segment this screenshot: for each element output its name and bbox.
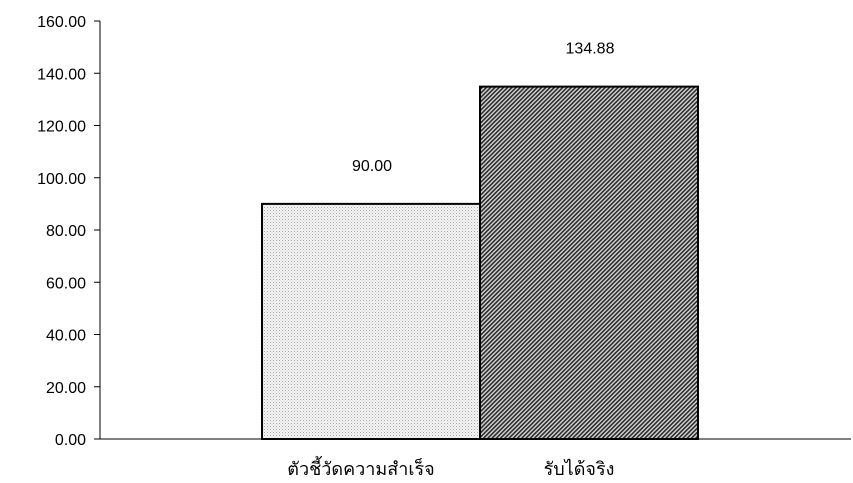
y-tick-label: 120.00 bbox=[37, 119, 86, 136]
y-tick-label: 0.00 bbox=[55, 432, 86, 449]
category-label-1: ตัวชี้วัดความสำเร็จ bbox=[287, 456, 434, 479]
data-labels: 90.00 134.88 bbox=[352, 41, 615, 175]
category-label-2: รับได้จริง bbox=[544, 458, 615, 479]
data-label-1: 90.00 bbox=[352, 158, 392, 175]
y-tick-label: 60.00 bbox=[46, 275, 86, 292]
bars bbox=[261, 85, 699, 440]
y-tick-label: 140.00 bbox=[37, 66, 86, 83]
y-tick-label: 40.00 bbox=[46, 328, 86, 345]
bar-1 bbox=[261, 202, 481, 440]
y-tick-label: 160.00 bbox=[37, 14, 86, 31]
y-axis-ticks bbox=[94, 20, 100, 440]
y-tick-label: 80.00 bbox=[46, 223, 86, 240]
bar-2 bbox=[479, 85, 699, 440]
y-tick-label: 20.00 bbox=[46, 380, 86, 397]
y-tick-label: 100.00 bbox=[37, 171, 86, 188]
category-labels: ตัวชี้วัดความสำเร็จ รับได้จริง bbox=[287, 456, 614, 479]
y-axis-tick-labels: 0.00 20.00 40.00 60.00 80.00 100.00 120.00 140.… bbox=[37, 14, 86, 449]
data-label-2: 134.88 bbox=[566, 41, 615, 58]
